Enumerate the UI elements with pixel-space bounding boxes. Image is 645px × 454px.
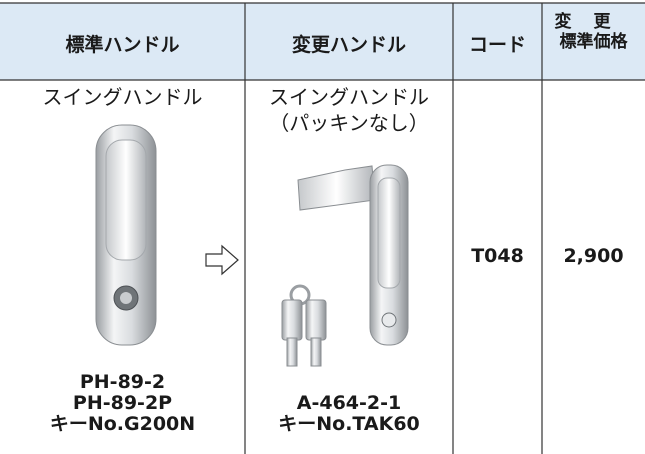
header-cell: 変更ハンドル bbox=[291, 34, 406, 56]
standard-name: スイングハンドル bbox=[42, 85, 203, 109]
name-line: （パッキンなし） bbox=[269, 111, 429, 135]
header-line: 変更 bbox=[554, 12, 633, 32]
model: キーNo.TAK60 bbox=[278, 413, 420, 435]
price-cell: 2,900 bbox=[563, 245, 624, 267]
changed-handle-image bbox=[281, 164, 409, 367]
name-line: スイングハンドル bbox=[269, 85, 429, 109]
model: A-464-2-1 bbox=[296, 392, 402, 414]
header-line: 標準価格 bbox=[559, 32, 628, 52]
standard-handle-image bbox=[95, 124, 157, 346]
header-cell: コード bbox=[468, 34, 526, 56]
changed-name: スイングハンドル （パッキンなし） bbox=[245, 84, 453, 136]
code-cell: T048 bbox=[471, 245, 524, 267]
header-bg bbox=[0, 3, 645, 80]
model: キーNo.G200N bbox=[49, 413, 196, 435]
arrow bbox=[205, 244, 239, 276]
standard-models: PH-89-2 PH-89-2P キーNo.G200N bbox=[0, 372, 245, 435]
model: PH-89-2P bbox=[72, 392, 173, 414]
model: PH-89-2 bbox=[79, 371, 166, 393]
header-cell: 変更 標準価格 bbox=[542, 12, 645, 52]
changed-models: A-464-2-1 キーNo.TAK60 bbox=[245, 393, 453, 435]
header-cell: 標準ハンドル bbox=[65, 34, 180, 56]
